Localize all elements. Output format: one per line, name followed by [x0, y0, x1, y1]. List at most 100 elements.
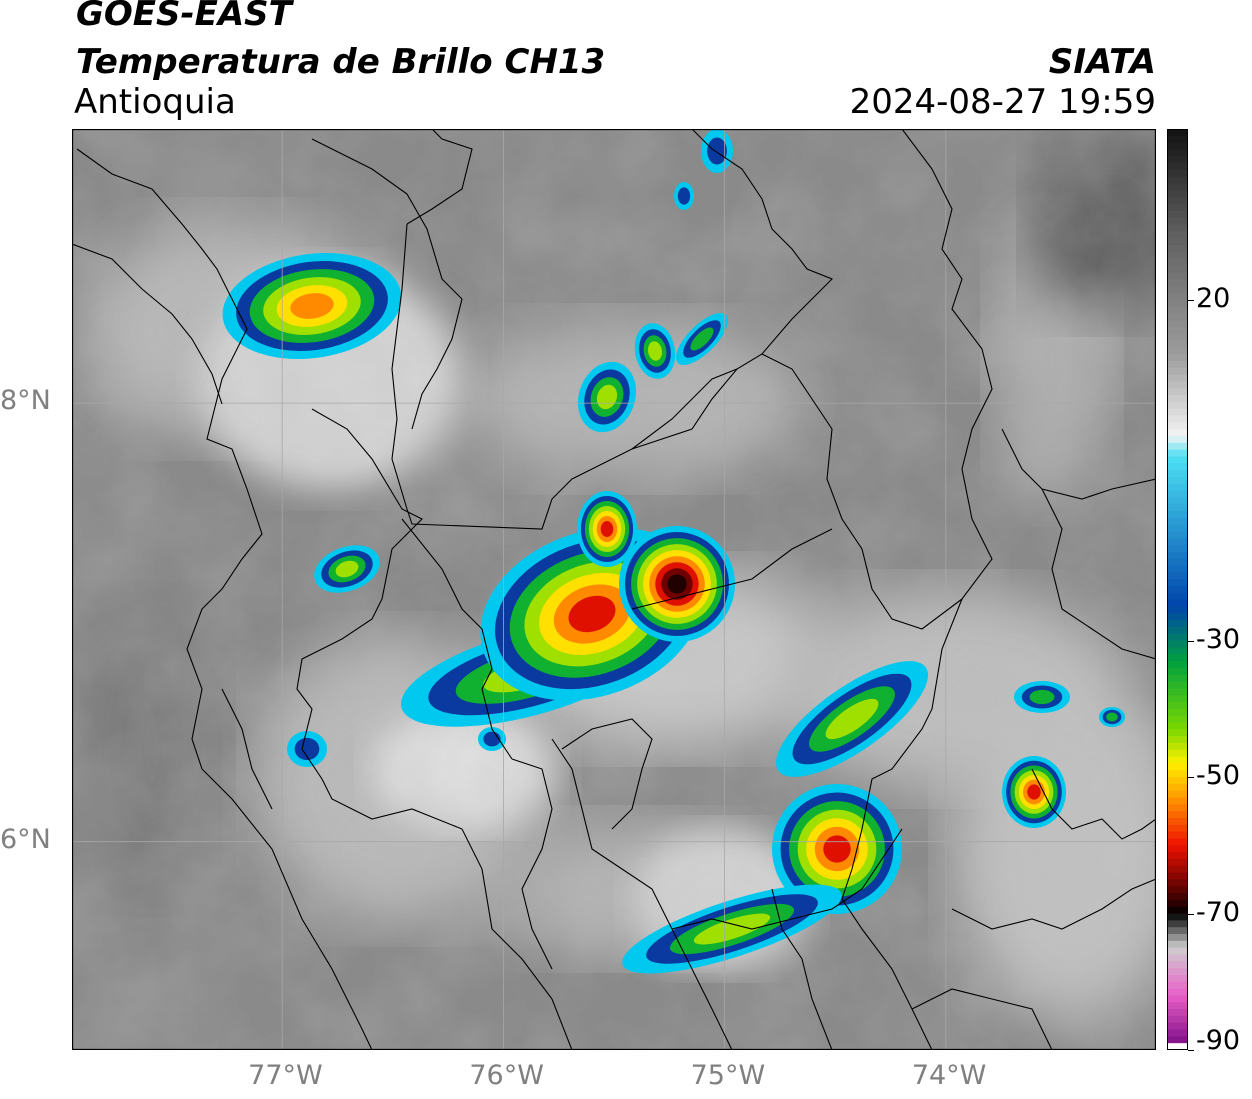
- storm-cell-southeast-tail: [693, 913, 771, 945]
- colorbar-segment: [1167, 777, 1188, 785]
- colorbar-segment: [1167, 899, 1188, 908]
- colorbar-segment: [1167, 313, 1188, 321]
- colorbar-segment: [1167, 504, 1188, 512]
- colorbar-segment: [1167, 285, 1188, 294]
- colorbar-tick-mark: [1188, 914, 1194, 915]
- colorbar-segment: [1167, 749, 1188, 758]
- lon-tick-label: 77°W: [248, 1060, 323, 1091]
- colorbar-segment: [1167, 1009, 1188, 1017]
- colorbar-segment: [1167, 551, 1188, 560]
- colorbar-segment: [1167, 1043, 1188, 1050]
- storm-cell-uraba: [290, 293, 334, 319]
- storm-cell-sw: [294, 737, 320, 761]
- storm-cell-top: [707, 137, 727, 165]
- colorbar-segment: [1167, 408, 1188, 417]
- colorbar-segment: [1167, 176, 1188, 185]
- colorbar-segment: [1167, 633, 1188, 642]
- satellite-map: [72, 129, 1156, 1050]
- colorbar-segment: [1167, 224, 1188, 232]
- colorbar-segment: [1167, 865, 1188, 874]
- colorbar-segment: [1167, 497, 1188, 505]
- colorbar-segment: [1167, 661, 1188, 669]
- colorbar-segment: [1167, 708, 1188, 717]
- colorbar-segment: [1167, 272, 1188, 280]
- lon-tick-label: 76°W: [469, 1060, 544, 1091]
- colorbar-segment: [1167, 1036, 1188, 1044]
- colorbar-segment: [1167, 292, 1188, 301]
- convective-cells: [222, 129, 1125, 974]
- colorbar-segment: [1167, 436, 1188, 444]
- colorbar-segment: [1167, 667, 1188, 676]
- storm-cell-central-north: [600, 521, 614, 537]
- colorbar-tick-mark: [1188, 777, 1194, 778]
- colorbar-segment: [1167, 258, 1188, 267]
- colorbar-segment: [1167, 517, 1188, 526]
- colorbar-segment: [1167, 947, 1188, 956]
- colorbar-segment: [1167, 367, 1188, 376]
- colorbar-segment: [1167, 204, 1188, 212]
- colorbar-segment: [1167, 715, 1188, 724]
- colorbar-segment: [1167, 961, 1188, 969]
- map-frame: [72, 129, 1156, 1050]
- agency-label: SIATA: [1048, 42, 1156, 82]
- colorbar-tick-mark: [1188, 300, 1194, 301]
- colorbar-segment: [1167, 599, 1188, 608]
- colorbar-segment: [1167, 490, 1188, 498]
- colorbar-segment: [1167, 326, 1188, 335]
- colorbar-segment: [1167, 279, 1188, 287]
- colorbar-segment: [1167, 231, 1188, 239]
- colorbar-segment: [1167, 613, 1188, 621]
- colorbar-segment: [1167, 511, 1188, 519]
- colorbar-segment: [1167, 722, 1188, 730]
- colorbar-segment: [1167, 381, 1188, 389]
- colorbar-segment: [1167, 831, 1188, 840]
- political-boundaries: [72, 129, 1156, 1050]
- colorbar-segment: [1167, 756, 1188, 765]
- colorbar-segment: [1167, 395, 1188, 403]
- colorbar-segment: [1167, 797, 1188, 805]
- colorbar-segment: [1167, 586, 1188, 594]
- colorbar-segment: [1167, 681, 1188, 690]
- colorbar-segment: [1167, 470, 1188, 478]
- colorbar-segment: [1167, 920, 1188, 928]
- colorbar-segment: [1167, 620, 1188, 628]
- colorbar-segment: [1167, 483, 1188, 492]
- colorbar: [1167, 129, 1188, 1050]
- colorbar-segment: [1167, 238, 1188, 246]
- colorbar-segment: [1167, 251, 1188, 260]
- colorbar-segment: [1167, 743, 1188, 751]
- colorbar-segment: [1167, 210, 1188, 219]
- colorbar-segment: [1167, 592, 1188, 601]
- colorbar-segment: [1167, 360, 1188, 369]
- storm-cell-north-b: [647, 341, 663, 361]
- colorbar-segment: [1167, 429, 1188, 437]
- storm-cell-west: [335, 560, 359, 578]
- colorbar-segment: [1167, 415, 1188, 423]
- colorbar-segment: [1167, 1015, 1188, 1024]
- colorbar-segment: [1167, 640, 1188, 649]
- colorbar-segment: [1167, 456, 1188, 464]
- colorbar-segment: [1167, 627, 1188, 635]
- colorbar-segment: [1167, 299, 1188, 307]
- colorbar-segment: [1167, 197, 1188, 205]
- colorbar-segment: [1167, 169, 1188, 178]
- colorbar-segment: [1167, 974, 1188, 983]
- colorbar-segment: [1167, 579, 1188, 587]
- colorbar-segment: [1167, 558, 1188, 567]
- colorbar-segment: [1167, 422, 1188, 430]
- colorbar-segment: [1167, 1002, 1188, 1010]
- colorbar-segment: [1167, 524, 1188, 533]
- datetime-label: 2024-08-27 19:59: [849, 82, 1156, 122]
- colorbar-segment: [1167, 674, 1188, 683]
- colorbar-segment: [1167, 934, 1188, 942]
- colorbar-segment: [1167, 1022, 1188, 1031]
- colorbar-segment: [1167, 265, 1188, 273]
- storm-cell-east: [825, 698, 879, 740]
- colorbar-tick-label: -30: [1196, 623, 1241, 655]
- colorbar-segment: [1167, 545, 1188, 553]
- colorbar-segment: [1167, 729, 1188, 737]
- colorbar-segment: [1167, 401, 1188, 410]
- colorbar-segment: [1167, 463, 1188, 471]
- colorbar-segment: [1167, 476, 1188, 485]
- storm-cell-central: [568, 595, 616, 633]
